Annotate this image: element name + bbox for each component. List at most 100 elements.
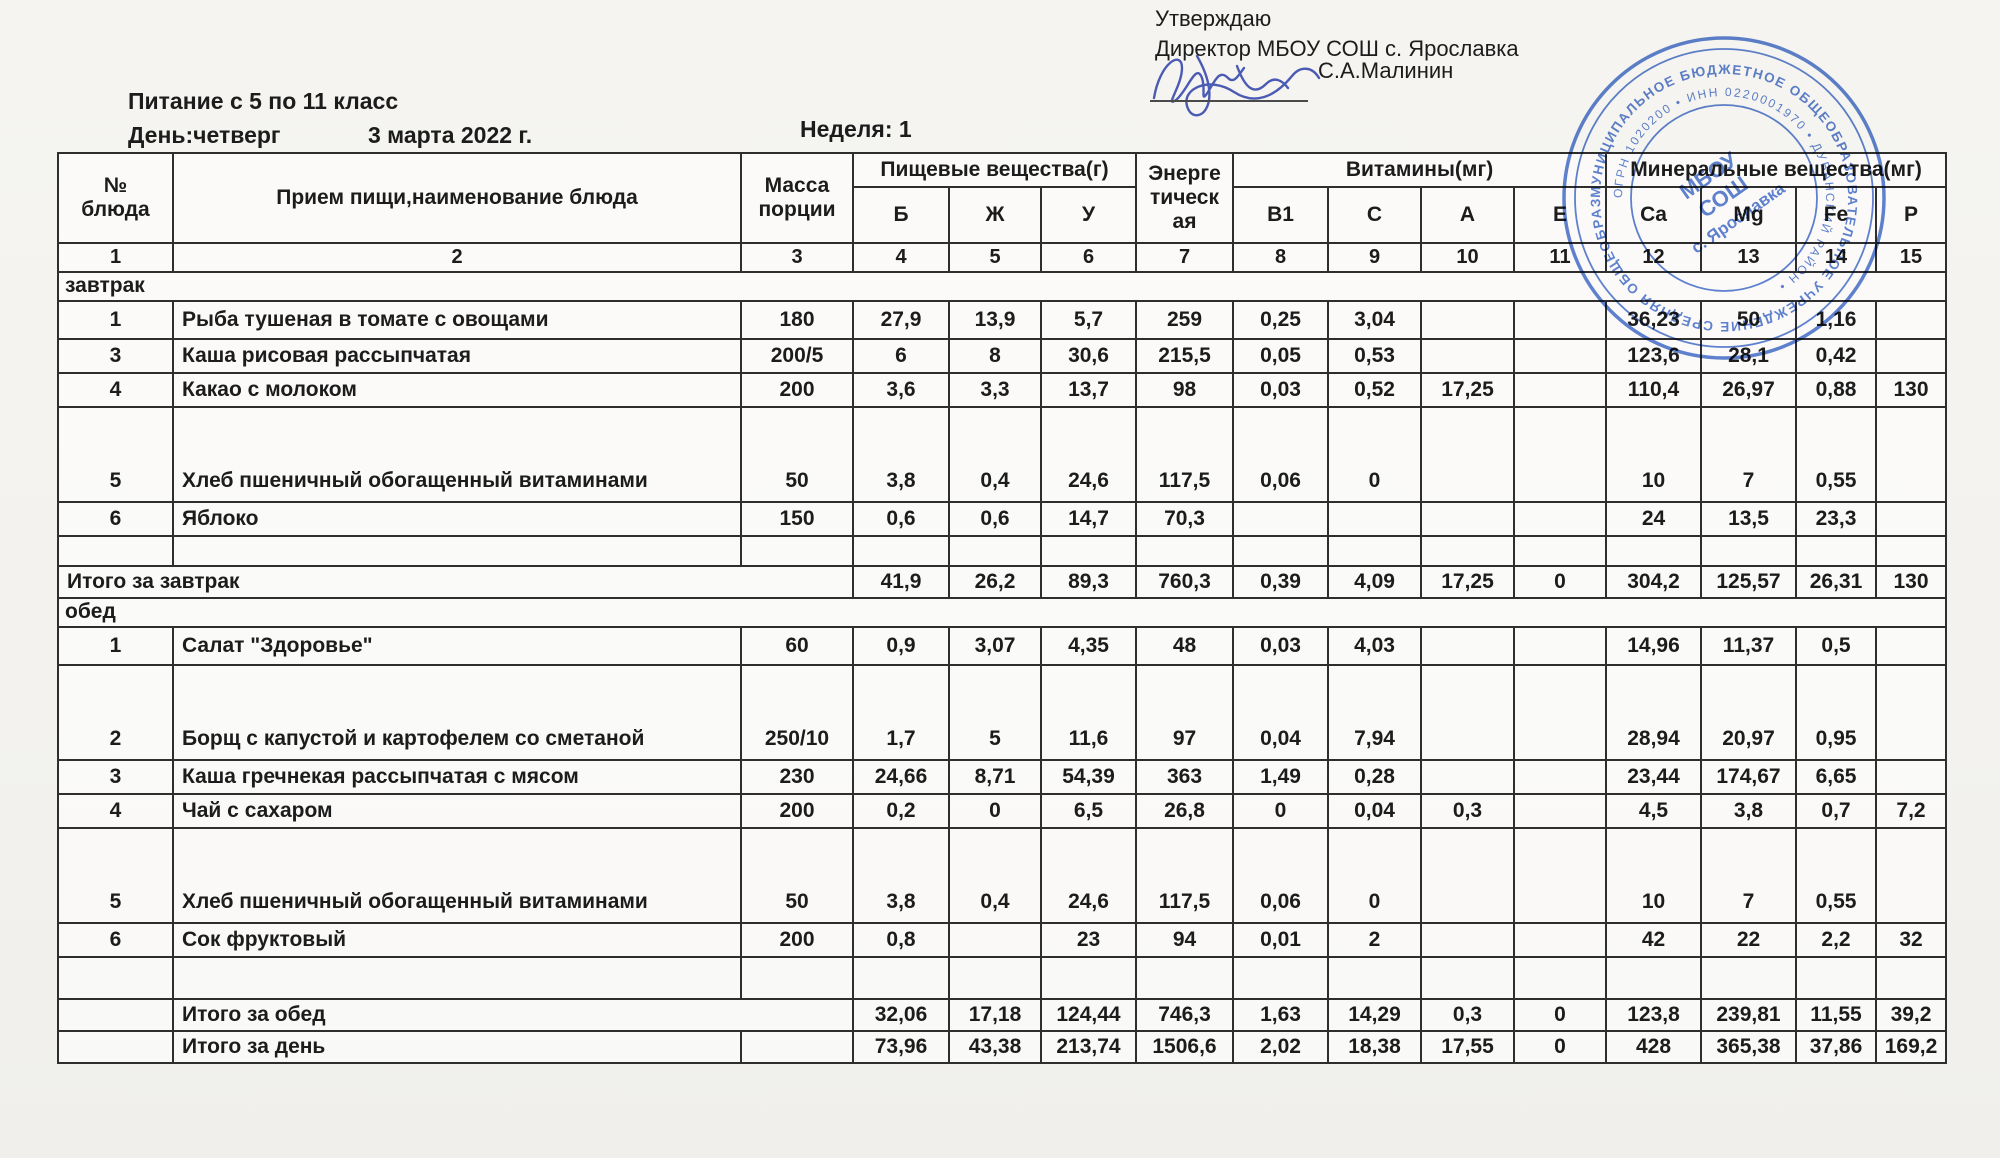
value-cell: 6,65 [1795,759,1877,795]
value-cell: 0,7 [1795,793,1877,829]
dish-mass: 230 [740,759,854,795]
value-cell: 760,3 [1135,565,1234,599]
value-cell: 0 [1327,406,1422,503]
value-cell: 123,8 [1605,998,1702,1032]
col-header-nutrients-group: Пищевые вещества(г) [852,152,1137,188]
value-cell: 0,05 [1232,338,1329,374]
value-cell: 4,5 [1605,793,1702,829]
dish-name: Борщ с капустой и картофелем со сметаной [172,664,742,761]
empty-cell [852,956,950,1000]
sub-column-header-fe: Fe [1795,186,1877,244]
value-cell: 365,38 [1700,1030,1797,1064]
value-cell: 0,2 [852,793,950,829]
signature-scribble [1152,54,1321,117]
sub-column-header-a: А [1420,186,1515,244]
value-cell [1874,501,1948,537]
table-row: 5 Хлеб пшеничный обогащенный витаминами 50… [57,827,1948,924]
dish-mass: 200 [740,793,854,829]
signature-line [1150,100,1308,102]
value-cell: 0,55 [1795,827,1877,924]
total-label: Итого за день [172,1030,742,1064]
section-row: обед [56,597,1948,628]
column-number: 5 [948,242,1042,273]
dish-number: 5 [57,406,174,503]
value-cell: 3,6 [852,372,950,408]
value-cell: 0,95 [1795,664,1877,761]
dish-name: Каша гречнекая рассыпчатая с мясом [172,759,742,795]
value-cell: 110,4 [1605,372,1702,408]
value-cell [1874,626,1948,666]
dish-number: 3 [57,759,174,795]
value-cell: 39,2 [1874,998,1948,1032]
total-row: Итого за завтрак 41,9 26,2 89,3 760,3 0,39 4,0… [57,565,1948,599]
sub-column-header-v1: В1 [1232,186,1329,244]
value-cell: 5,7 [1040,300,1137,340]
value-cell: 54,39 [1040,759,1137,795]
value-cell: 0,28 [1327,759,1422,795]
value-cell: 13,5 [1700,501,1797,537]
total-label: Итого за завтрак [57,565,854,599]
value-cell: 98 [1135,372,1234,408]
value-cell: 6,5 [1040,793,1137,829]
sub-column-header-e: Е [1513,186,1607,244]
value-cell: 17,18 [948,998,1042,1032]
col-header-vitamins-group: Витамины(мг) [1232,152,1607,188]
value-cell: 1506,6 [1135,1030,1234,1064]
empty-cell [1874,956,1948,1000]
value-cell: 746,3 [1135,998,1234,1032]
empty-cell [1605,956,1702,1000]
dish-mass: 50 [740,406,854,503]
value-cell: 130 [1874,372,1948,408]
dish-mass: 200 [740,372,854,408]
sub-column-header-c: С [1327,186,1422,244]
value-cell [1513,759,1607,795]
value-cell: 32 [1874,922,1948,958]
value-cell: 10 [1605,827,1702,924]
empty-cell [1795,535,1877,567]
dish-mass: 150 [740,501,854,537]
value-cell [1420,759,1515,795]
dish-name: Чай с сахаром [172,793,742,829]
empty-cell [1040,535,1137,567]
value-cell [1420,922,1515,958]
empty-cell [1874,535,1948,567]
value-cell: 0,01 [1232,922,1329,958]
value-cell: 23,3 [1795,501,1877,537]
value-cell: 23 [1040,922,1137,958]
value-cell: 0,8 [852,922,950,958]
sub-column-header-mg: Mg [1700,186,1797,244]
column-number: 2 [172,242,742,273]
empty-cell [1327,956,1422,1000]
value-cell: 42 [1605,922,1702,958]
value-cell: 4,03 [1327,626,1422,666]
value-cell: 174,67 [1700,759,1797,795]
table-row: 4 Чай с сахаром 200 0,2 0 6,5 26,8 0 0,04 0,3 4,5 3… [57,793,1948,829]
value-cell [1420,827,1515,924]
value-cell [1420,626,1515,666]
empty-cell [948,956,1042,1000]
document-title: Питание с 5 по 11 класс [128,88,399,114]
value-cell: 24,66 [852,759,950,795]
value-cell [1513,922,1607,958]
value-cell: 8,71 [948,759,1042,795]
value-cell: 24,6 [1040,406,1137,503]
empty-cell [740,535,854,567]
value-cell: 2,2 [1795,922,1877,958]
table-row: 1 Салат "Здоровье" 60 0,9 3,07 4,35 48 0,03 4,03… [57,626,1948,666]
value-cell: 14,7 [1040,501,1137,537]
value-cell: 0,03 [1232,372,1329,408]
sub-column-header-ca: Ca [1605,186,1702,244]
sub-column-header-p: P [1874,186,1948,244]
value-cell: 0,06 [1232,827,1329,924]
dish-number: 2 [57,664,174,761]
value-cell: 0,6 [852,501,950,537]
column-number: 10 [1420,242,1515,273]
dish-name: Сок фруктовый [172,922,742,958]
empty-cell [1795,956,1877,1000]
value-cell: 30,6 [1040,338,1137,374]
value-cell [1420,501,1515,537]
value-cell [948,922,1042,958]
value-cell: 0,03 [1232,626,1329,666]
column-number: 14 [1795,242,1877,273]
value-cell: 0,9 [852,626,950,666]
